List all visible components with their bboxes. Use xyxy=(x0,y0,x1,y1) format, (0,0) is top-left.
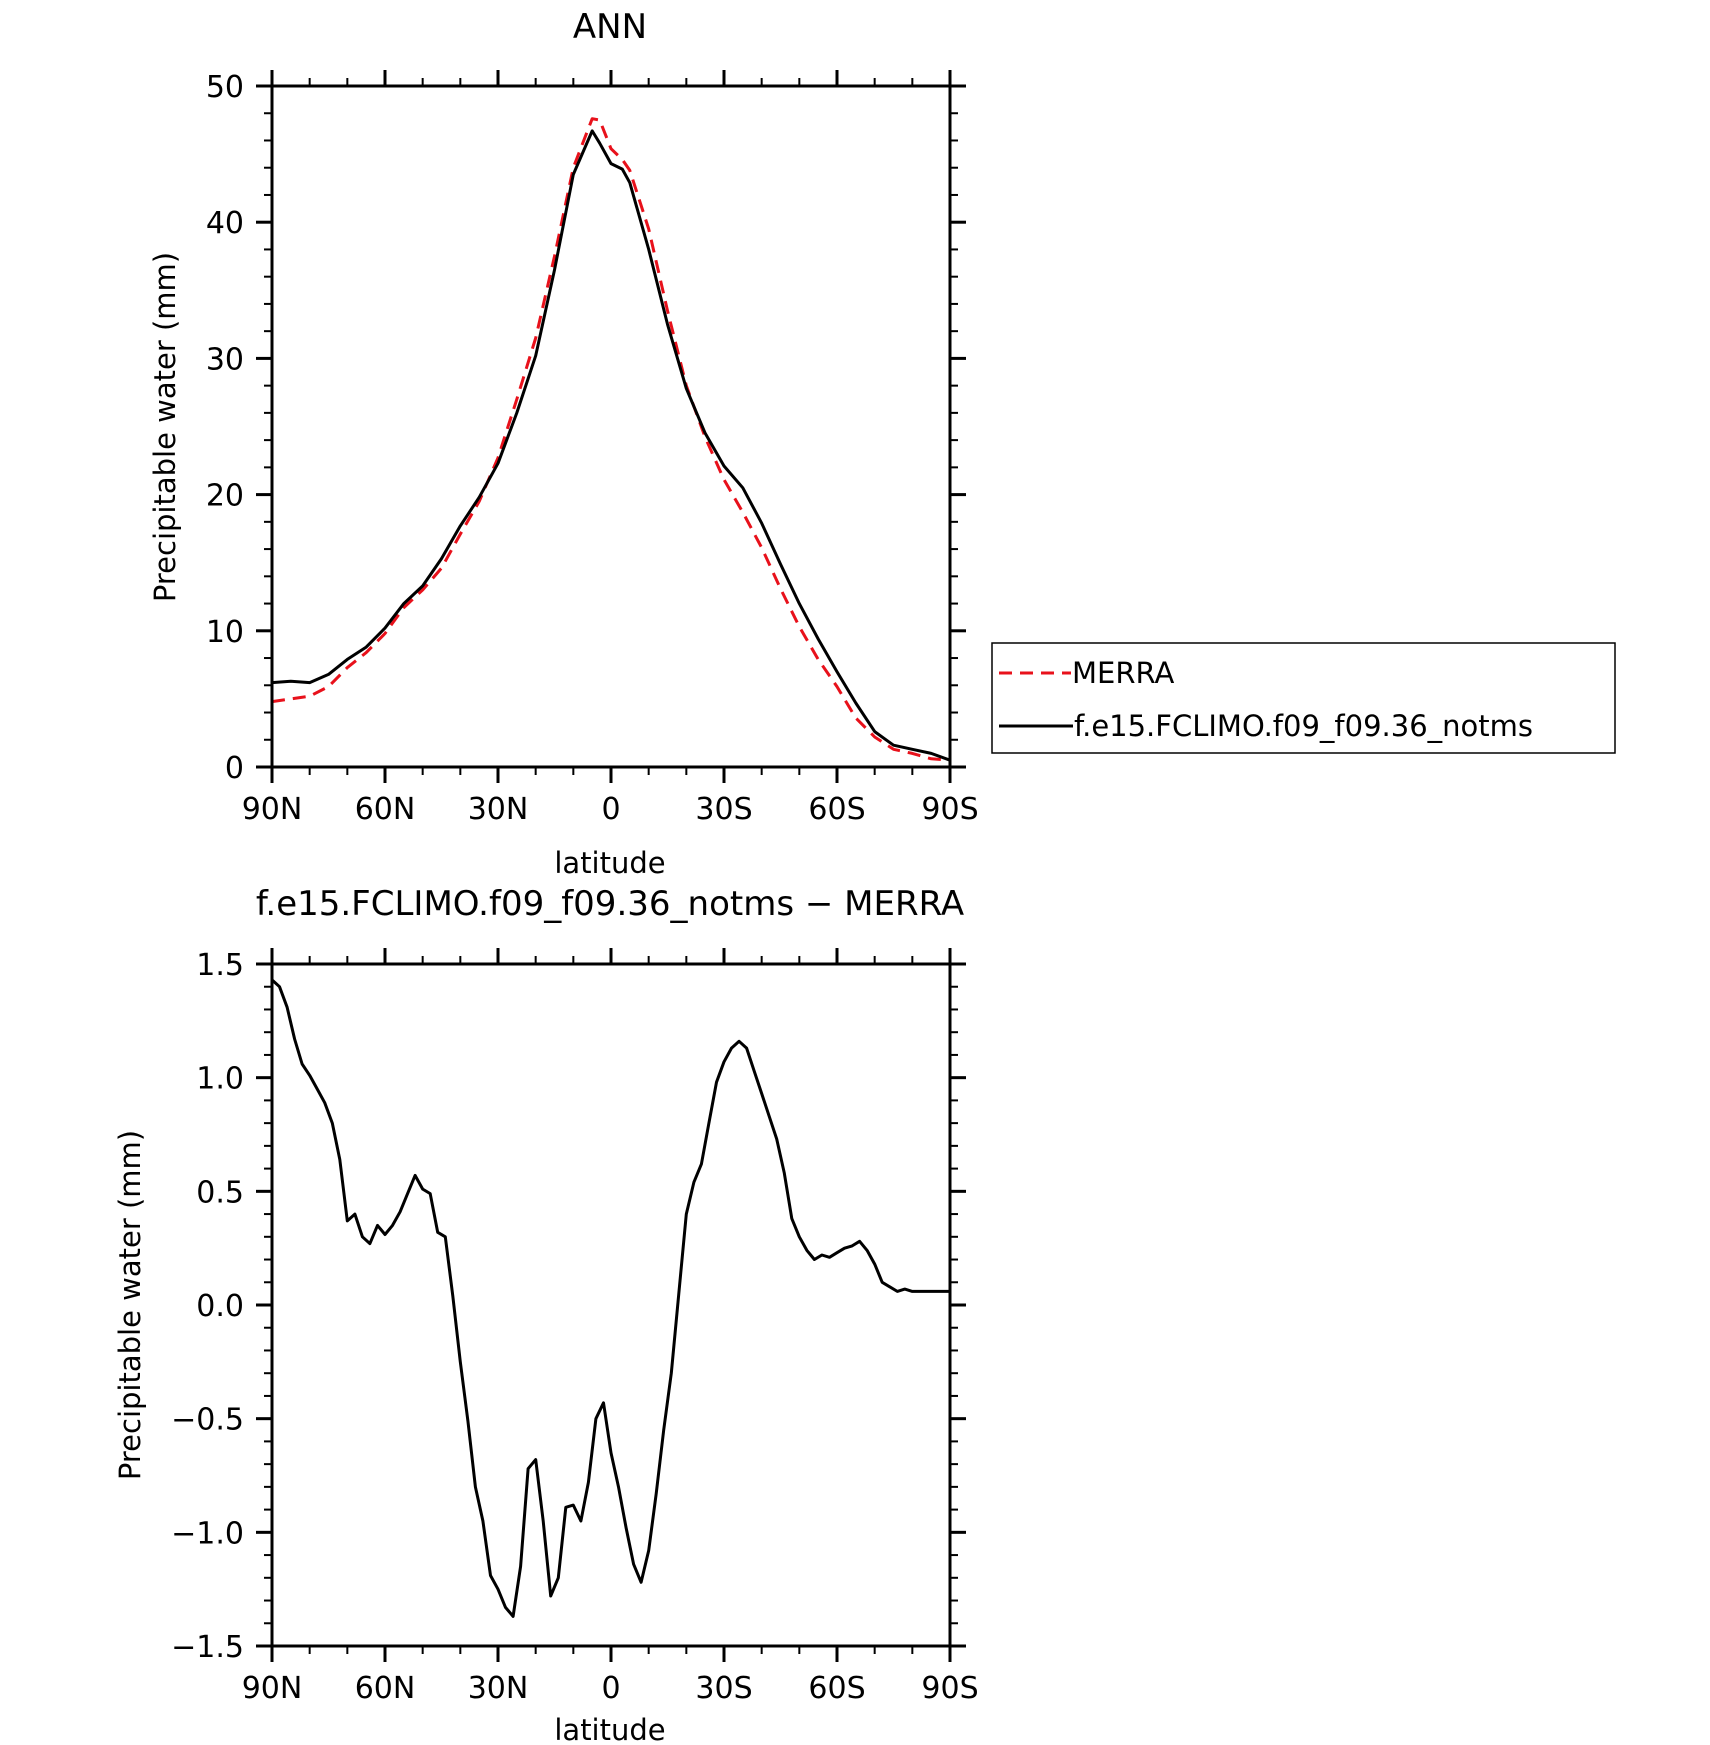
top-y-axis-label: Precipitable water (mm) xyxy=(148,252,182,602)
x-tick-label: 30N xyxy=(468,1671,529,1706)
y-tick-label: 1.5 xyxy=(196,948,244,983)
y-tick-label: 30 xyxy=(206,342,244,377)
x-tick-label: 90S xyxy=(921,1671,978,1706)
bottom-plot-frame xyxy=(270,962,952,1648)
x-tick-label: 30S xyxy=(695,1671,752,1706)
y-tick-label: 20 xyxy=(206,479,244,514)
y-tick-label: 10 xyxy=(206,615,244,650)
bottom-x-tick-labels: 90N 60N 30N 0 30S 60S 90S xyxy=(242,1671,979,1706)
series-line-difference xyxy=(270,978,950,1618)
x-tick-label: 0 xyxy=(601,1671,620,1706)
bottom-panel: f.e15.FCLIMO.f09_f09.36_notms − MERRA 90… xyxy=(113,884,979,1745)
bottom-series-group xyxy=(270,978,950,1618)
top-y-tick-labels: 0 10 20 30 40 50 xyxy=(206,70,244,786)
series-line-model xyxy=(271,129,951,762)
y-tick-label: −0.5 xyxy=(171,1403,244,1438)
bottom-chart-title: f.e15.FCLIMO.f09_f09.36_notms − MERRA xyxy=(256,884,964,924)
x-tick-label: 0 xyxy=(601,792,620,827)
y-tick-label: 0.5 xyxy=(196,1175,244,1210)
y-tick-label: 1.0 xyxy=(196,1062,244,1097)
y-tick-label: 40 xyxy=(206,206,244,241)
bottom-y-axis-label: Precipitable water (mm) xyxy=(113,1130,147,1480)
x-tick-label: 60N xyxy=(355,1671,416,1706)
top-x-axis-label: latitude xyxy=(554,846,665,880)
x-tick-label: 60N xyxy=(355,792,416,827)
bottom-ticks xyxy=(256,948,966,1662)
series-line-merra xyxy=(271,117,951,762)
legend: MERRA f.e15.FCLIMO.f09_f09.36_notms xyxy=(991,642,1616,754)
y-tick-label: 0 xyxy=(225,751,244,786)
x-tick-label: 30N xyxy=(468,792,529,827)
top-series-group xyxy=(271,117,951,762)
y-tick-label: 0.0 xyxy=(196,1289,244,1324)
bottom-x-axis-label: latitude xyxy=(554,1713,665,1745)
legend-box xyxy=(991,642,1616,754)
top-panel: ANN 90N 60N 30N 0 30S 60S 90S 0 10 20 30 40 50 lati… xyxy=(148,7,979,880)
top-ticks xyxy=(256,70,966,783)
top-x-tick-labels: 90N 60N 30N 0 30S 60S 90S xyxy=(242,792,979,827)
x-tick-label: 30S xyxy=(695,792,752,827)
x-tick-label: 60S xyxy=(808,792,865,827)
y-tick-label: −1.0 xyxy=(171,1516,244,1551)
bottom-y-tick-labels: 1.5 1.0 0.5 0.0 −0.5 −1.0 −1.5 xyxy=(171,948,244,1665)
x-tick-label: 90N xyxy=(242,1671,303,1706)
x-tick-label: 90S xyxy=(921,792,978,827)
legend-label-merra: MERRA xyxy=(1072,656,1174,690)
y-tick-label: −1.5 xyxy=(171,1630,244,1665)
x-tick-label: 90N xyxy=(242,792,303,827)
top-plot-frame xyxy=(270,84,952,769)
legend-label-model: f.e15.FCLIMO.f09_f09.36_notms xyxy=(1074,709,1533,743)
y-tick-label: 50 xyxy=(206,70,244,105)
top-chart-title: ANN xyxy=(573,7,647,47)
x-tick-label: 60S xyxy=(808,1671,865,1706)
